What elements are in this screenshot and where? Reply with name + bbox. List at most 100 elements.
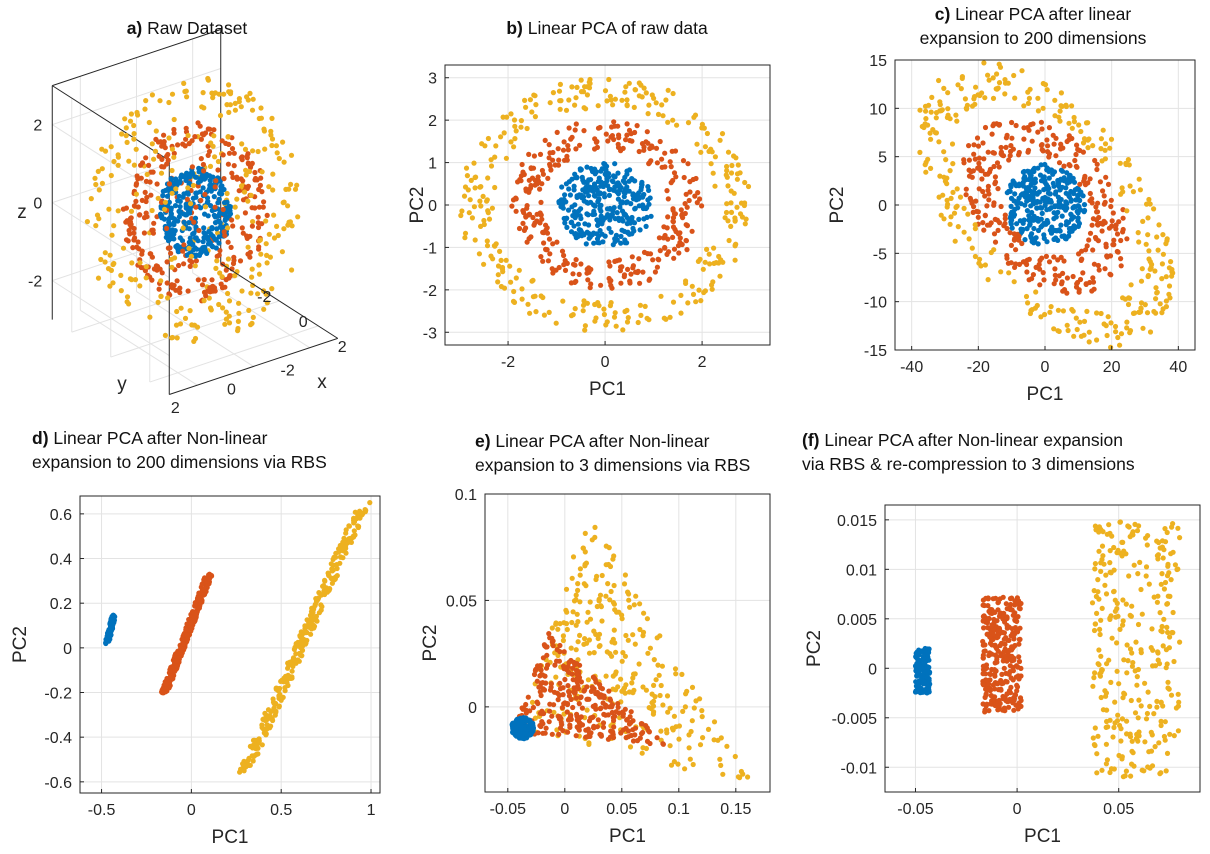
panel-b-point-blue <box>622 240 628 246</box>
panel-c-point-yellow <box>1011 72 1017 79</box>
panel-a-point-blue <box>185 191 191 197</box>
panel-b-point-blue <box>565 207 572 213</box>
panel-c-point-orange <box>1051 141 1057 147</box>
panel-b-point-orange <box>646 160 653 166</box>
panel-d-point-yellow <box>309 605 315 611</box>
panel-b-point-blue <box>581 198 587 204</box>
panel-c-point-yellow <box>1040 105 1046 111</box>
panel-e-point-orange <box>579 705 586 711</box>
panel-b-point-blue <box>619 200 625 206</box>
panel-a-box-edge-1 <box>51 85 170 161</box>
panel-c-point-yellow <box>945 201 951 207</box>
panel-b-point-orange <box>672 211 679 217</box>
panel-c-point-blue <box>1055 182 1061 188</box>
panel-e-point-yellow <box>705 726 712 733</box>
panel-b-point-blue <box>611 205 617 211</box>
panel-c-point-orange <box>985 171 991 177</box>
panel-b-point-orange <box>550 241 556 247</box>
panel-f-point-orange <box>1004 679 1010 685</box>
panel-b-point-yellow <box>574 84 580 90</box>
panel-c-point-orange <box>1060 145 1066 151</box>
panel-b-point-blue <box>627 167 633 173</box>
panel-c-point-yellow <box>1094 337 1100 343</box>
panel-a-point-yellow <box>99 180 105 186</box>
panel-a-point-yellow <box>158 170 165 176</box>
panel-c-point-orange <box>1008 148 1014 155</box>
panel-b-point-blue <box>602 194 608 200</box>
panel-c-point-blue <box>1020 220 1026 226</box>
panel-b-point-orange <box>519 161 525 168</box>
panel-c-point-blue <box>1028 173 1034 179</box>
panel-e-point-yellow <box>582 561 588 567</box>
panel-e-point-orange <box>572 690 578 696</box>
panel-a-point-orange <box>223 267 229 273</box>
panel-c-point-yellow <box>1112 323 1119 330</box>
panel-a-point-orange <box>189 259 195 265</box>
panel-e-point-yellow <box>593 631 599 638</box>
panel-a-point-orange <box>234 174 240 180</box>
panel-e-point-yellow <box>583 583 589 589</box>
panel-d-point-yellow <box>272 700 278 707</box>
panel-b-point-yellow <box>638 312 644 318</box>
panel-b-point-yellow <box>696 287 702 293</box>
panel-f-point-orange <box>996 613 1003 619</box>
panel-c-point-yellow <box>965 211 971 217</box>
panel-c-point-orange <box>961 160 967 166</box>
panel-c-point-orange <box>1089 196 1095 202</box>
panel-c-point-orange <box>1009 119 1015 126</box>
panel-c-point-orange <box>1021 136 1027 142</box>
panel-b-point-yellow <box>737 211 744 217</box>
panel-f-point-yellow <box>1137 559 1143 566</box>
panel-b-point-yellow <box>734 176 741 182</box>
panel-b-point-orange <box>578 261 584 267</box>
panel-d-point-orange <box>201 592 207 598</box>
panel-c-point-blue <box>1063 207 1069 213</box>
panel-f-point-orange <box>1016 605 1023 611</box>
panel-e-point-orange <box>607 734 614 740</box>
panel-b-point-yellow <box>584 84 590 90</box>
panel-c-point-orange <box>1118 237 1124 244</box>
panel-c-point-yellow <box>1137 187 1143 193</box>
panel-b-point-orange <box>662 150 668 156</box>
panel-e-point-blue <box>513 726 519 732</box>
panel-b-point-blue <box>638 187 644 193</box>
panel-e-point-yellow <box>613 669 619 675</box>
panel-a-point-yellow <box>84 219 90 225</box>
panel-a-point-yellow <box>188 253 194 259</box>
panel-a-point-yellow <box>105 266 112 272</box>
panel-c-point-orange <box>990 150 996 156</box>
panel-b-point-yellow <box>670 299 677 305</box>
panel-a-point-orange <box>218 281 224 287</box>
panel-b-point-blue <box>618 233 624 239</box>
panel-e-ytick-label-2: 0 <box>468 700 477 717</box>
panel-c-point-orange <box>1013 122 1019 129</box>
panel-c-point-yellow <box>929 94 935 100</box>
panel-a-point-orange <box>149 277 155 283</box>
panel-b-point-orange <box>562 267 569 273</box>
panel-b-point-orange <box>532 220 538 226</box>
panel-f-point-yellow <box>1154 704 1160 710</box>
panel-c-point-blue <box>1053 189 1059 195</box>
panel-f-point-orange <box>984 631 990 637</box>
panel-b-point-yellow <box>670 117 676 123</box>
panel-f-point-yellow <box>1090 683 1096 689</box>
panel-e-point-yellow <box>599 618 605 624</box>
panel-b-point-yellow <box>492 154 498 160</box>
panel-f-point-yellow <box>1126 573 1132 579</box>
panel-f-point-yellow <box>1158 581 1164 587</box>
panel-d-ytick-label-1: 0.4 <box>50 552 72 569</box>
panel-c-point-orange <box>989 131 995 137</box>
panel-e-point-yellow <box>658 728 664 734</box>
panel-c-point-yellow <box>927 130 933 136</box>
panel-a-point-yellow <box>186 245 192 251</box>
panel-a-point-yellow <box>99 166 105 172</box>
panel-b-point-orange <box>654 160 661 166</box>
panel-a-point-yellow <box>236 310 242 316</box>
panel-e-point-orange <box>654 735 660 741</box>
panel-c-point-yellow <box>944 114 951 121</box>
panel-b-point-orange <box>594 139 600 145</box>
panel-a-point-orange <box>151 220 157 226</box>
panel-b-point-yellow <box>660 113 666 119</box>
panel-b-point-blue <box>592 184 599 190</box>
panel-b-point-yellow <box>573 95 579 101</box>
